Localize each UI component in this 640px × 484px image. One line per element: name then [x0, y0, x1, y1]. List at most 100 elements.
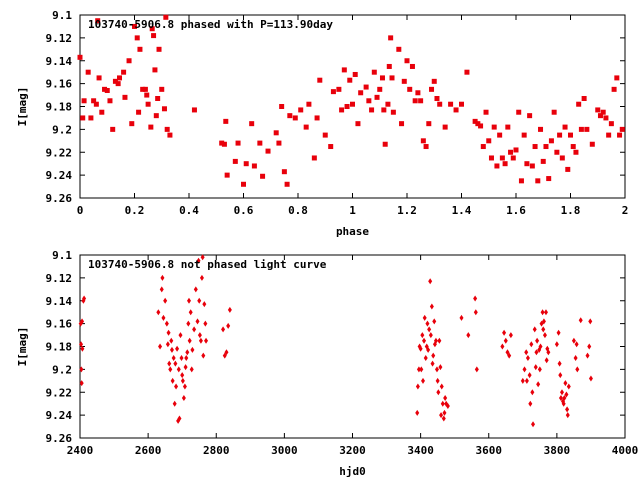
- data-point: [448, 101, 454, 107]
- data-point: [407, 86, 413, 92]
- y-tick-label: 9.12: [46, 32, 73, 45]
- data-point: [533, 364, 538, 371]
- data-point: [409, 63, 415, 69]
- data-point: [535, 178, 541, 184]
- data-point: [478, 123, 484, 129]
- data-point: [608, 121, 614, 127]
- data-point: [415, 409, 420, 416]
- data-point: [167, 132, 173, 138]
- data-point: [527, 113, 533, 119]
- x-tick-label: 3400: [407, 444, 434, 457]
- data-point: [134, 35, 140, 41]
- data-point: [328, 144, 334, 150]
- data-point: [587, 343, 592, 350]
- data-point: [171, 354, 176, 361]
- data-point: [513, 147, 519, 153]
- data-point: [437, 337, 442, 344]
- data-point: [565, 166, 571, 172]
- x-tick-label: 3800: [544, 444, 571, 457]
- data-point: [121, 69, 127, 75]
- data-point: [474, 366, 479, 373]
- data-point: [355, 121, 361, 127]
- data-point: [350, 101, 355, 107]
- data-point: [117, 75, 123, 81]
- y-tick-label: 9.22: [46, 146, 73, 159]
- chart-panel-2: 2400 2600 2800 3000 3200 3400 3600 3800 4000 9.1 9…: [16, 249, 638, 478]
- x-tick-label: 3200: [339, 444, 366, 457]
- data-point: [339, 107, 345, 113]
- data-point: [561, 400, 566, 407]
- x-tick-label: 0: [77, 204, 84, 217]
- y-tick-label: 9.22: [46, 386, 73, 399]
- data-point: [426, 121, 432, 127]
- data-point: [145, 101, 151, 107]
- data-point: [435, 377, 440, 384]
- data-point: [170, 377, 175, 384]
- data-point: [524, 161, 530, 167]
- data-point: [538, 343, 543, 350]
- data-point: [190, 346, 195, 353]
- data-point: [243, 161, 249, 167]
- data-point: [556, 329, 561, 336]
- data-point: [93, 101, 99, 107]
- data-point: [366, 98, 372, 104]
- data-point: [96, 75, 102, 81]
- data-point: [434, 366, 439, 373]
- data-point: [431, 78, 437, 84]
- data-point: [614, 75, 620, 81]
- data-point: [532, 326, 537, 333]
- data-point: [221, 141, 227, 147]
- data-point: [158, 343, 163, 350]
- data-point: [510, 155, 516, 161]
- data-point: [273, 130, 279, 136]
- data-point: [480, 144, 486, 150]
- data-point: [554, 341, 559, 348]
- data-point: [79, 380, 84, 387]
- y-tick-label: 9.16: [46, 78, 73, 91]
- data-point: [192, 326, 197, 333]
- data-point: [425, 320, 430, 327]
- data-point: [144, 92, 150, 98]
- data-point: [197, 297, 202, 304]
- data-point: [525, 354, 530, 361]
- data-point: [617, 132, 623, 138]
- data-point: [473, 295, 478, 302]
- data-point: [483, 109, 489, 115]
- x-tick-label: 1.8: [561, 204, 581, 217]
- data-point: [251, 163, 257, 169]
- y-tick-label: 9.12: [46, 272, 73, 285]
- data-point: [182, 383, 187, 390]
- data-point: [102, 86, 108, 92]
- data-point: [159, 286, 164, 293]
- data-point: [79, 341, 84, 348]
- data-point: [265, 148, 271, 154]
- y-tick-label: 9.14: [46, 295, 73, 308]
- data-point: [543, 309, 548, 316]
- data-point: [508, 149, 514, 155]
- data-point: [161, 106, 167, 112]
- data-point: [541, 326, 546, 333]
- data-point: [541, 318, 546, 325]
- data-point: [77, 54, 83, 60]
- chart-title: 103740-5906.8 not phased light curve: [88, 258, 327, 271]
- x-tick-label: 2600: [135, 444, 162, 457]
- data-point: [81, 98, 87, 104]
- data-point: [330, 89, 336, 95]
- data-point: [129, 121, 135, 127]
- data-point: [540, 309, 545, 316]
- data-point: [163, 297, 168, 304]
- data-point: [568, 132, 573, 138]
- data-point: [578, 126, 584, 132]
- data-point: [584, 126, 590, 132]
- data-point: [530, 389, 535, 396]
- data-point: [195, 318, 200, 325]
- data-point: [165, 341, 170, 348]
- data-point: [235, 140, 241, 146]
- y-tick-label: 9.16: [46, 318, 73, 331]
- data-point: [226, 322, 231, 329]
- data-point: [437, 101, 443, 107]
- data-point: [80, 115, 86, 121]
- x-tick-label: 2400: [67, 444, 94, 457]
- data-point: [379, 75, 385, 81]
